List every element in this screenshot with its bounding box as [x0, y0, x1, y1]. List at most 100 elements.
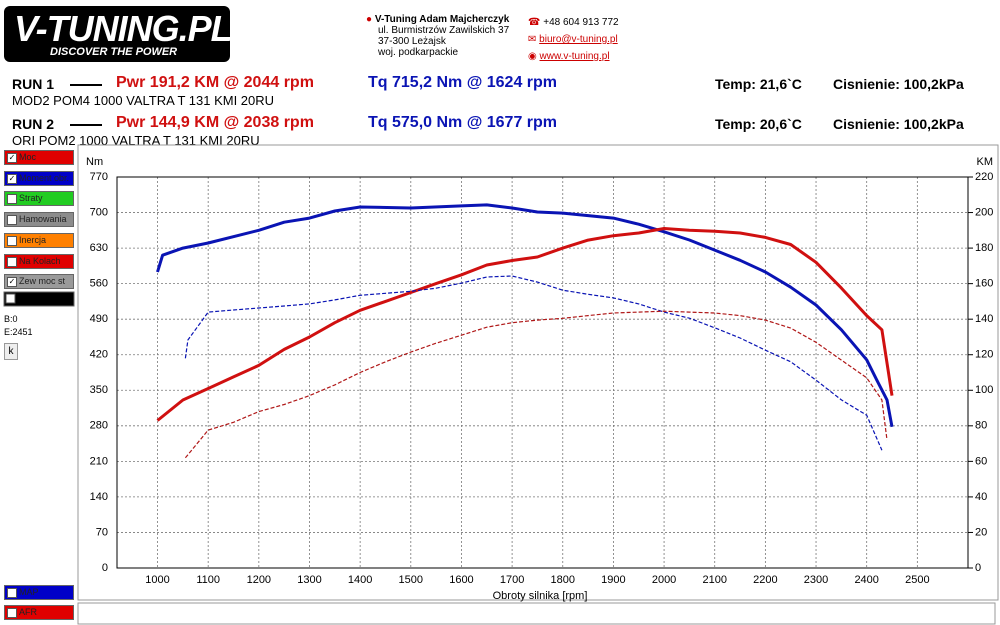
panel-item-label: Inercja [19, 234, 47, 245]
panel-item[interactable]: Straty [4, 191, 74, 207]
y-tick-label: 630 [90, 242, 108, 254]
y2-axis-label: KM [977, 156, 994, 168]
run-torque: Tq 575,0 Nm @ 1677 rpm [368, 114, 558, 131]
x-tick-label: 2200 [753, 574, 777, 586]
checkbox[interactable]: ✓ [7, 153, 17, 163]
contacts: ☎ +48 604 913 772 ✉ biuro@v-tuning.pl ◉ … [528, 14, 619, 65]
panel-item-label: Zew moc st [19, 276, 66, 287]
logo: V-TUNING.PL [14, 8, 233, 49]
x-tick-label: 2400 [854, 574, 878, 586]
www-row: ◉ www.v-tuning.pl [528, 51, 610, 62]
checkbox[interactable] [7, 608, 17, 618]
run-description: ORI POM2 1000 VALTRA T 131 KMI 20RU [12, 133, 260, 148]
run-label: RUN 2 [12, 116, 55, 132]
y2-tick-label: 140 [975, 313, 993, 325]
logo-box: V-TUNING.PL DISCOVER THE POWER [4, 6, 233, 62]
email[interactable]: biuro@v-tuning.pl [539, 34, 618, 45]
checkbox[interactable] [7, 215, 17, 226]
run-description: MOD2 POM4 1000 VALTRA T 131 KMI 20RU [12, 93, 275, 108]
panel-item[interactable]: Na Kolach [4, 253, 74, 269]
x-tick-label: 1800 [551, 574, 575, 586]
panel-item-label: Na Kolach [19, 255, 61, 266]
x-tick-label: 1900 [601, 574, 625, 586]
x-tick-label: 1700 [500, 574, 524, 586]
y-tick-label: 70 [96, 526, 108, 538]
x-tick-label: 1100 [196, 574, 220, 586]
plot-frame [116, 176, 969, 569]
panel-item[interactable]: ✓ Moment obr. [4, 170, 74, 186]
y2-tick-label: 40 [975, 491, 987, 503]
run-line [70, 84, 102, 86]
run-temp: Temp: 20,6`C [715, 116, 802, 132]
chart-frame [77, 144, 999, 601]
www[interactable]: www.v-tuning.pl [539, 51, 610, 62]
run-torque: Tq 715,2 Nm @ 1624 rpm [368, 74, 558, 91]
panel-item-label: AFR [19, 607, 37, 617]
checkbox[interactable] [5, 293, 16, 304]
checkbox[interactable] [7, 256, 17, 267]
panel-item[interactable]: ✓ Zew moc st [4, 274, 74, 290]
x-tick-label: 2300 [804, 574, 828, 586]
begin-label: B:0 [4, 314, 18, 324]
y2-tick-label: 100 [975, 384, 993, 396]
x-tick-label: 1000 [145, 574, 169, 586]
y-tick-label: 140 [90, 491, 108, 503]
y2-tick-label: 180 [975, 242, 993, 254]
run-temp: Temp: 21,6`C [715, 76, 802, 92]
y-tick-label: 490 [90, 313, 108, 325]
phone-row: ☎ +48 604 913 772 [528, 17, 619, 28]
x-tick-label: 1500 [399, 574, 423, 586]
checkbox[interactable] [7, 194, 17, 205]
panel-item[interactable]: MAP [4, 585, 74, 600]
y-tick-label: 770 [90, 171, 108, 183]
panel-item-label: Straty [19, 193, 43, 204]
run-line [70, 124, 102, 126]
panel-item-label: MAP [19, 587, 39, 597]
y-tick-label: 420 [90, 349, 108, 361]
phone: +48 604 913 772 [543, 17, 619, 28]
y2-tick-label: 80 [975, 420, 987, 432]
x-tick-label: 2500 [905, 574, 929, 586]
y2-tick-label: 120 [975, 349, 993, 361]
panel-item[interactable]: AFR [4, 605, 74, 620]
x-tick-label: 1200 [247, 574, 271, 586]
panel-item[interactable]: Hamowania [4, 212, 74, 228]
run-power: Pwr 144,9 KM @ 2038 rpm [116, 114, 314, 131]
checkbox[interactable] [7, 235, 17, 246]
panel-item-label: Hamowania [19, 214, 67, 225]
panel-item-black[interactable] [3, 291, 75, 307]
run-power: Pwr 191,2 KM @ 2044 rpm [116, 74, 314, 91]
button[interactable]: k [4, 343, 18, 360]
panel-item-label: Moment obr. [19, 172, 70, 183]
y-tick-label: 280 [90, 420, 108, 432]
street: ul. Burmistrzów Zawilskich 37 [378, 25, 510, 36]
slogan: DISCOVER THE POWER [50, 46, 178, 58]
email-row: ✉ biuro@v-tuning.pl [528, 34, 618, 45]
x-tick-label: 1600 [449, 574, 473, 586]
bottom-frame [77, 602, 996, 625]
y2-tick-label: 200 [975, 206, 993, 218]
end-label: E:2451 [4, 327, 33, 337]
y2-tick-label: 160 [975, 278, 993, 290]
line-series [184, 275, 883, 451]
region: woj. podkarpackie [378, 47, 459, 58]
checkbox[interactable] [7, 588, 17, 598]
x-tick-label: 1300 [297, 574, 321, 586]
y-tick-label: 0 [102, 562, 108, 574]
panel-item[interactable]: ✓ Moc [4, 150, 74, 165]
checkbox[interactable]: ✓ [7, 277, 17, 288]
y2-tick-label: 0 [975, 562, 981, 574]
panel-item[interactable]: Inercja [4, 232, 74, 248]
y-tick-label: 560 [90, 278, 108, 290]
y-axis-label: Nm [86, 156, 103, 168]
company: ● V-Tuning Adam Majcherczyk [366, 14, 510, 25]
y-tick-label: 210 [90, 455, 108, 467]
x-tick-label: 2100 [702, 574, 726, 586]
address: ● V-Tuning Adam Majcherczyk ul. Burmistr… [366, 14, 509, 58]
x-axis-label: Obroty silnika [rpm] [493, 590, 588, 602]
y-tick-label: 350 [90, 384, 108, 396]
line-series [156, 203, 894, 428]
checkbox[interactable]: ✓ [7, 173, 17, 184]
